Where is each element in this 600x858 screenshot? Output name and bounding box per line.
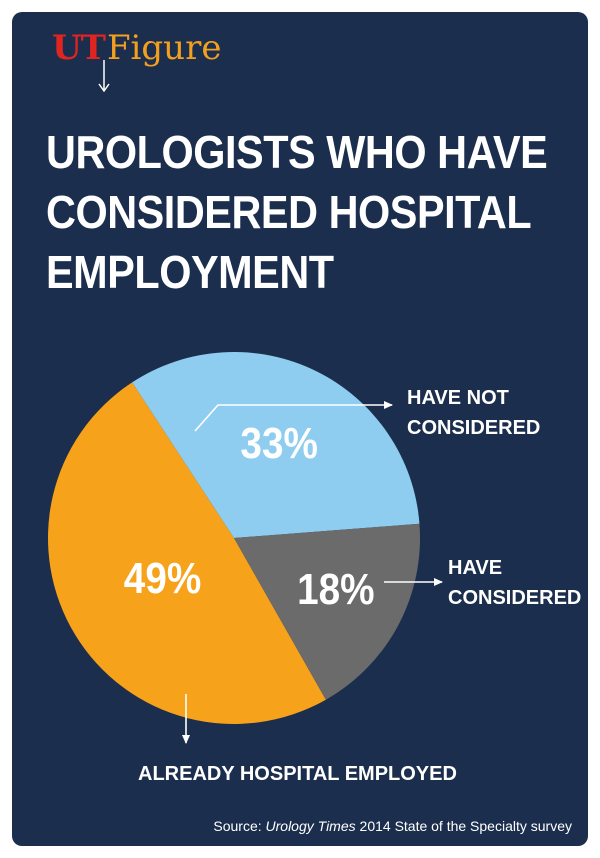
ut-figure-logo: UTFigure (52, 26, 221, 70)
source-suffix: 2014 State of the Specialty survey (355, 818, 572, 834)
callout-arrow-have-not-considered (194, 401, 393, 432)
pie-value-label-have-considered: 33% (240, 417, 317, 467)
logo-ut: UT (52, 28, 106, 68)
title-line-1: UROLOGISTS WHO HAVE (46, 126, 548, 178)
logo-figure: Figure (106, 28, 222, 68)
logo-arrow-icon (98, 60, 110, 93)
title-line-2: CONSIDERED HOSPITAL (46, 186, 532, 238)
title-line-3: EMPLOYMENT (46, 246, 334, 298)
source-publication: Urology Times (265, 818, 356, 834)
pie-value-labels: 49% 33% 18% (124, 417, 375, 613)
callout-label-have-not-considered: HAVE NOT CONSIDERED (407, 387, 540, 439)
pie-callouts: HAVE NOT CONSIDERED HAVE CONSIDERED ALREADY … (138, 387, 581, 785)
infographic-card: UTFigure UROLOGISTS WHO HAVE CONSIDERED … (12, 12, 588, 846)
pie-value-label-have-not-considered: 49% (124, 553, 201, 603)
callout-label-have-considered: HAVE CONSIDERED (448, 557, 581, 609)
page-title: UROLOGISTS WHO HAVE CONSIDERED HOSPITAL … (46, 122, 548, 302)
source-prefix: Source: (213, 818, 266, 834)
callout-label-already-hospital-employed: ALREADY HOSPITAL EMPLOYED (138, 763, 457, 785)
pie-chart: 49% 33% 18% HAVE NOT CONSIDERED HAVE CONSIDER… (47, 352, 581, 785)
pie-slice-have-considered (132, 352, 420, 538)
source-note: Source: Urology Times 2014 State of the … (213, 818, 572, 834)
pie-slices (47, 352, 420, 725)
pie-value-label-already-hospital-employed: 18% (297, 563, 374, 613)
pie-slice-already-hospital-employed (234, 523, 420, 700)
pie-slice-have-not-considered (47, 382, 326, 725)
